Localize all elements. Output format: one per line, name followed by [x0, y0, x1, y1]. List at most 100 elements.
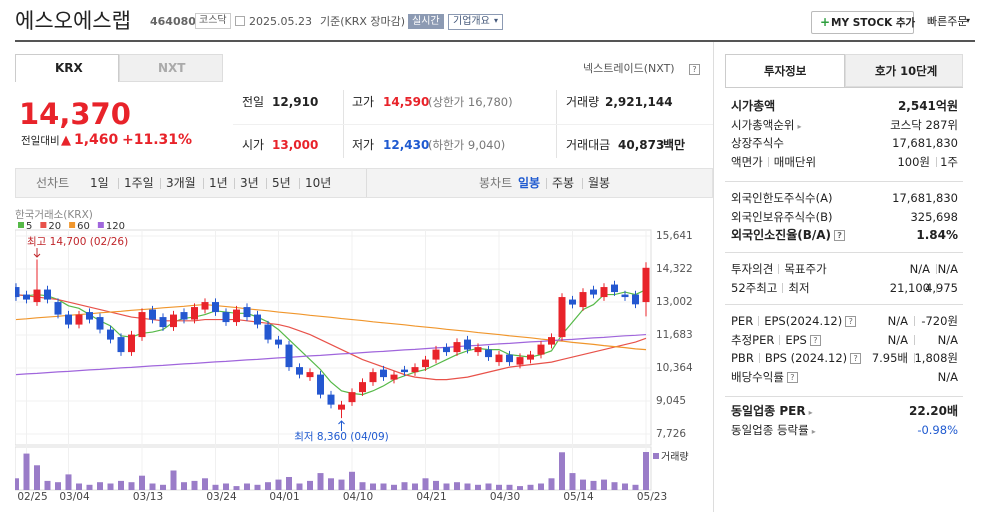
separator [233, 124, 713, 125]
toolbar-item[interactable]: 1주일 [124, 176, 154, 190]
volume-bar [23, 453, 30, 490]
summary-label: 시가 [242, 138, 265, 152]
info-label: 배당수익률? [731, 369, 798, 385]
quick-order[interactable]: 빠른주문 [927, 15, 968, 28]
label-part: 액면가 [731, 154, 763, 169]
toolbar-item[interactable]: 3년 [240, 176, 259, 190]
candle-body [422, 359, 429, 368]
help-icon: ? [689, 64, 700, 75]
info-label: 투자의견 목표주가 [731, 261, 827, 277]
candle-body [306, 372, 314, 378]
legend-swatch [69, 222, 76, 228]
candle-body [537, 344, 545, 355]
toolbar-item: 선차트 [36, 176, 70, 190]
volume-bar [475, 484, 481, 490]
panel-divider [713, 42, 714, 512]
toolbar-item[interactable]: 10년 [305, 176, 332, 190]
info-label: 동일업종 PER ▸ [731, 403, 813, 421]
mystock-button[interactable] [811, 11, 914, 34]
toolbar-item[interactable]: 일봉 [518, 176, 541, 190]
separator [725, 181, 963, 182]
info-label: 외국인보유주식수(B) [731, 209, 833, 225]
summary-value: 40,873 [618, 138, 665, 152]
separator [160, 178, 161, 189]
help-icon: ? [809, 334, 821, 346]
volume-bar [433, 480, 439, 490]
candle-body [411, 367, 419, 373]
chart-source: 한국거래소(KRX) [15, 209, 93, 221]
info-value: 4,975 [925, 280, 958, 295]
arrow-icon: ▸ [797, 121, 802, 131]
x-tick-label: 02/25 [17, 491, 47, 503]
tab-krx[interactable] [15, 54, 119, 82]
volume-bar [149, 483, 156, 490]
separator [582, 178, 583, 189]
info-value: 1주 [940, 154, 958, 169]
info-label: PER EPS(2024.12)? [731, 313, 857, 329]
candle-body [15, 287, 20, 298]
legend-swatch [18, 222, 24, 228]
market-badge: 코스닥 [195, 13, 231, 29]
volume-bar [412, 483, 418, 490]
toolbar-item[interactable]: 3개월 [166, 176, 196, 190]
toolbar-item[interactable]: 1년 [209, 176, 228, 190]
label-part: 배당수익률 [731, 369, 784, 384]
company-info-button[interactable] [448, 14, 503, 30]
candle-body [23, 294, 30, 300]
info-value: 1,808원 [914, 351, 958, 365]
volume-bar [212, 484, 219, 490]
info-value: 1.84% [916, 228, 958, 242]
volume-bar [223, 483, 229, 490]
volume-bar [244, 483, 250, 490]
volume-bar [601, 479, 607, 490]
candle-body [569, 299, 576, 305]
info-value: 22.20배 [909, 404, 958, 418]
change-label: 전일대비 [21, 135, 60, 147]
volume-bar [328, 478, 334, 490]
divider [778, 264, 780, 274]
candle-body [506, 354, 513, 363]
volume-bar [55, 482, 61, 490]
tab-invest[interactable] [725, 54, 845, 87]
label-part: 추정PER [731, 332, 775, 347]
volume-bar [359, 482, 366, 490]
info-value: N/A [887, 314, 908, 328]
tab-nxt[interactable] [119, 54, 223, 82]
label-part: PER [731, 314, 754, 328]
volume-bar [485, 483, 492, 490]
separator [725, 304, 963, 305]
summary-value: 12,910 [272, 95, 319, 109]
info-value: -720원 [921, 314, 958, 328]
candle-body [275, 339, 282, 345]
info-value: 17,681,830 [892, 136, 958, 150]
divider [767, 156, 769, 167]
nxt-link[interactable]: 넥스트레이드(NXT) [583, 62, 675, 75]
toolbar-item[interactable]: 월봉 [588, 176, 611, 190]
tab-orderbook[interactable] [845, 54, 963, 87]
candle-body [338, 404, 345, 410]
x-tick-label: 05/14 [563, 491, 594, 503]
info-label: 동일업종 등락률 ▸ [731, 422, 816, 440]
info-label: 52주최고 최저 [731, 280, 810, 296]
candle-body [117, 337, 125, 353]
volume-bar [86, 484, 93, 490]
help-icon: ? [786, 371, 798, 383]
divider [936, 156, 937, 167]
volume-bar [349, 471, 355, 490]
volume-bar [401, 482, 408, 490]
toolbar-item[interactable]: 1일 [90, 176, 109, 190]
summary-sub: (상한가 16,780) [428, 95, 513, 109]
volume-bar [527, 484, 534, 490]
divider [758, 353, 760, 363]
candle-body [243, 307, 251, 318]
candle-body [65, 314, 72, 325]
info-value: N/A [887, 332, 908, 347]
volume-bar [517, 486, 523, 490]
candle-body [548, 337, 555, 345]
candle-body [33, 289, 41, 303]
toolbar-item[interactable]: 주봉 [552, 176, 575, 190]
candle-body [191, 307, 198, 320]
toolbar-item[interactable]: 5년 [272, 176, 291, 190]
help-icon: ? [834, 230, 846, 241]
candle-body [149, 309, 156, 320]
